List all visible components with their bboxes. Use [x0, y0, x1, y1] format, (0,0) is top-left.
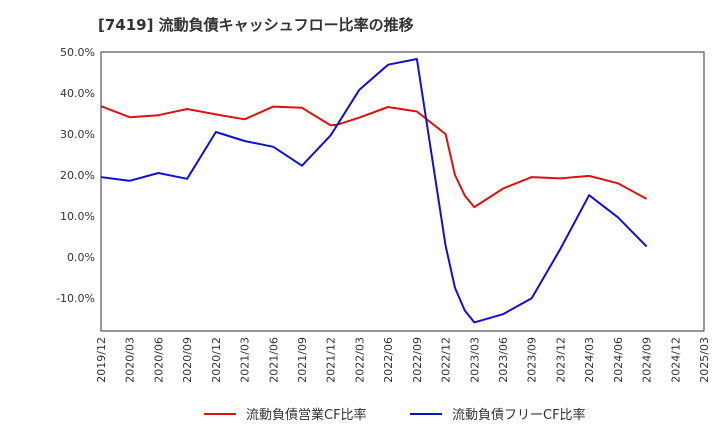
x-tick-label: 2020/03: [124, 337, 137, 383]
series-line-1: [100, 105, 648, 209]
y-tick-label: 30.0%: [60, 128, 95, 141]
x-tick-label: 2021/09: [296, 337, 309, 383]
y-axis-ticks: 50.0% 40.0% 30.0% 20.0% 10.0% 0.0% -10.0%: [56, 46, 95, 305]
chart-title: [7419] 流動負債キャッシュフロー比率の推移: [98, 16, 414, 34]
x-tick-label: 2021/06: [267, 337, 280, 383]
x-tick-label: 2022/09: [411, 337, 424, 383]
legend: 流動負債営業CF比率 流動負債フリーCF比率: [204, 407, 586, 423]
x-tick-label: 2019/12: [95, 337, 108, 383]
legend-label-2: 流動負債フリーCF比率: [452, 407, 586, 423]
y-tick-label: -10.0%: [56, 292, 95, 305]
x-tick-label: 2022/03: [353, 337, 366, 383]
x-tick-label: 2024/03: [583, 337, 596, 383]
x-tick-label: 2023/06: [497, 337, 510, 383]
x-tick-label: 2022/06: [382, 337, 395, 383]
x-tick-label: 2023/12: [554, 337, 567, 383]
x-tick-label: 2021/03: [239, 337, 252, 383]
x-tick-label: 2024/09: [641, 337, 654, 383]
x-tick-label: 2023/03: [468, 337, 481, 383]
x-tick-label: 2020/06: [152, 337, 165, 383]
series: [100, 58, 648, 324]
plot-frame: [100, 51, 705, 332]
y-tick-label: 0.0%: [67, 251, 95, 264]
x-tick-label: 2024/06: [612, 337, 625, 383]
x-tick-label: 2021/12: [325, 337, 338, 383]
series-line-2: [100, 58, 648, 324]
x-tick-label: 2023/09: [526, 337, 539, 383]
legend-label-1: 流動負債営業CF比率: [246, 407, 367, 423]
x-tick-label: 2022/12: [440, 337, 453, 383]
x-tick-label: 2020/12: [210, 337, 223, 383]
y-tick-label: 10.0%: [60, 210, 95, 223]
y-tick-label: 40.0%: [60, 87, 95, 100]
y-tick-label: 20.0%: [60, 169, 95, 182]
x-tick-label: 2020/09: [181, 337, 194, 383]
axes: [100, 51, 705, 332]
plot-border: [100, 51, 705, 332]
y-tick-label: 50.0%: [60, 46, 95, 59]
x-tick-label: 2024/12: [669, 337, 682, 383]
x-axis-ticks: 2019/12 2020/03 2020/06 2020/09 2020/12 2021/…: [95, 337, 711, 383]
x-tick-label: 2025/03: [698, 337, 711, 383]
